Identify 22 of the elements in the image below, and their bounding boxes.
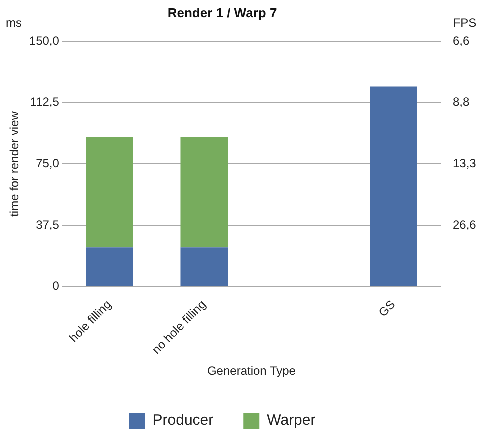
text: 13,3 — [453, 156, 477, 171]
legend-label: Producer — [152, 412, 214, 430]
bar — [180, 137, 228, 248]
y-tick-label: 75,0 — [36, 156, 60, 171]
y-tick-label: 112,5 — [30, 95, 60, 110]
text: 26,6 — [453, 218, 477, 232]
text: 6,6 — [453, 34, 470, 48]
x-axis-title: Generation Type — [207, 364, 296, 378]
text: 8,8 — [453, 95, 470, 110]
x-tick-label: GS — [376, 298, 398, 320]
y-tick-label: 0 — [52, 279, 60, 294]
bar — [370, 86, 418, 286]
bar — [180, 248, 228, 286]
legend-label: Warper — [267, 412, 316, 430]
y-tick-label: 150,0 — [29, 34, 60, 48]
y-tick-label: 37,5 — [36, 218, 60, 232]
bar — [86, 137, 134, 248]
chart-title: Render 1 / Warp 7 — [168, 5, 278, 20]
text: ms — [6, 16, 22, 30]
y2-axis-title: FPS — [453, 16, 477, 30]
y-axis-title: time for render view — [8, 111, 22, 217]
bar — [86, 248, 134, 286]
